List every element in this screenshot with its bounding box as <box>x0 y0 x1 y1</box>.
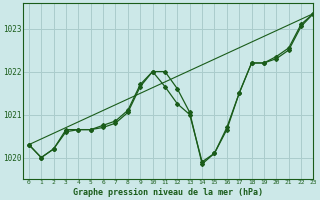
X-axis label: Graphe pression niveau de la mer (hPa): Graphe pression niveau de la mer (hPa) <box>73 188 263 197</box>
